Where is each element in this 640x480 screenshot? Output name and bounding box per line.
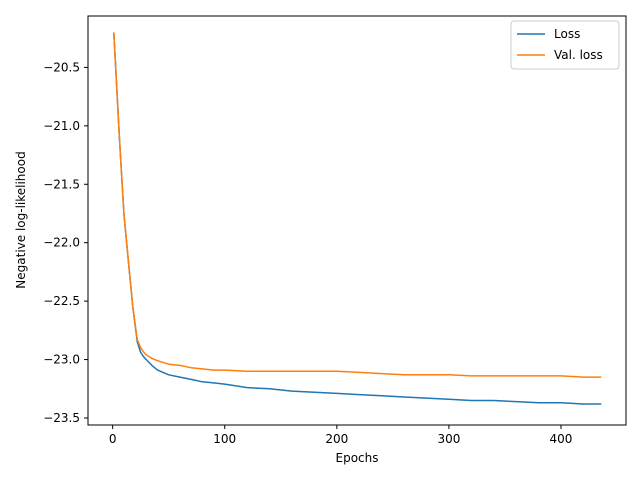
y-tick-label: −22.0: [43, 236, 80, 250]
y-tick-label: −21.5: [43, 177, 80, 191]
plot-frame: [87, 15, 627, 426]
y-axis-ticks: −20.5 −21.0 −21.5 −22.0 −22.5 −23.0 −23.5: [43, 60, 88, 425]
y-tick-label: −23.5: [43, 411, 80, 425]
legend-box: [510, 20, 620, 70]
x-tick-label: 0: [109, 432, 117, 446]
x-tick-label: 400: [550, 432, 573, 446]
x-axis-ticks: 0 100 200 300 400: [109, 425, 573, 446]
y-axis-label: Negative log-likelihood: [14, 151, 28, 288]
y-tick-label: −22.5: [43, 294, 80, 308]
y-tick-label: −21.0: [43, 119, 80, 133]
legend-label-val-loss: Val. loss: [554, 48, 603, 62]
x-tick-label: 200: [325, 432, 348, 446]
series-layer: [113, 32, 602, 405]
x-tick-label: 300: [437, 432, 460, 446]
y-tick-label: −20.5: [43, 60, 80, 74]
x-tick-label: 100: [213, 432, 236, 446]
x-axis-label: Epochs: [336, 451, 379, 465]
series-line-loss: [113, 32, 602, 405]
legend: Loss Val. loss: [510, 20, 620, 70]
y-tick-label: −23.0: [43, 353, 80, 367]
legend-label-loss: Loss: [554, 27, 580, 41]
series-line-val-loss: [113, 32, 602, 378]
